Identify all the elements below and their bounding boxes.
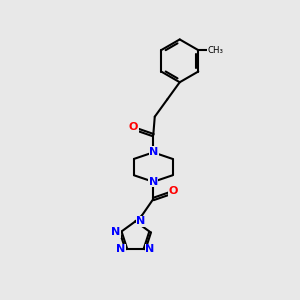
Text: N: N [136,216,146,226]
Text: O: O [129,122,138,132]
Text: N: N [148,177,158,187]
Text: O: O [169,186,178,196]
Text: N: N [116,244,126,254]
Text: CH₃: CH₃ [207,46,223,55]
Text: N: N [111,227,120,237]
Text: N: N [149,147,158,157]
Text: N: N [145,244,154,254]
